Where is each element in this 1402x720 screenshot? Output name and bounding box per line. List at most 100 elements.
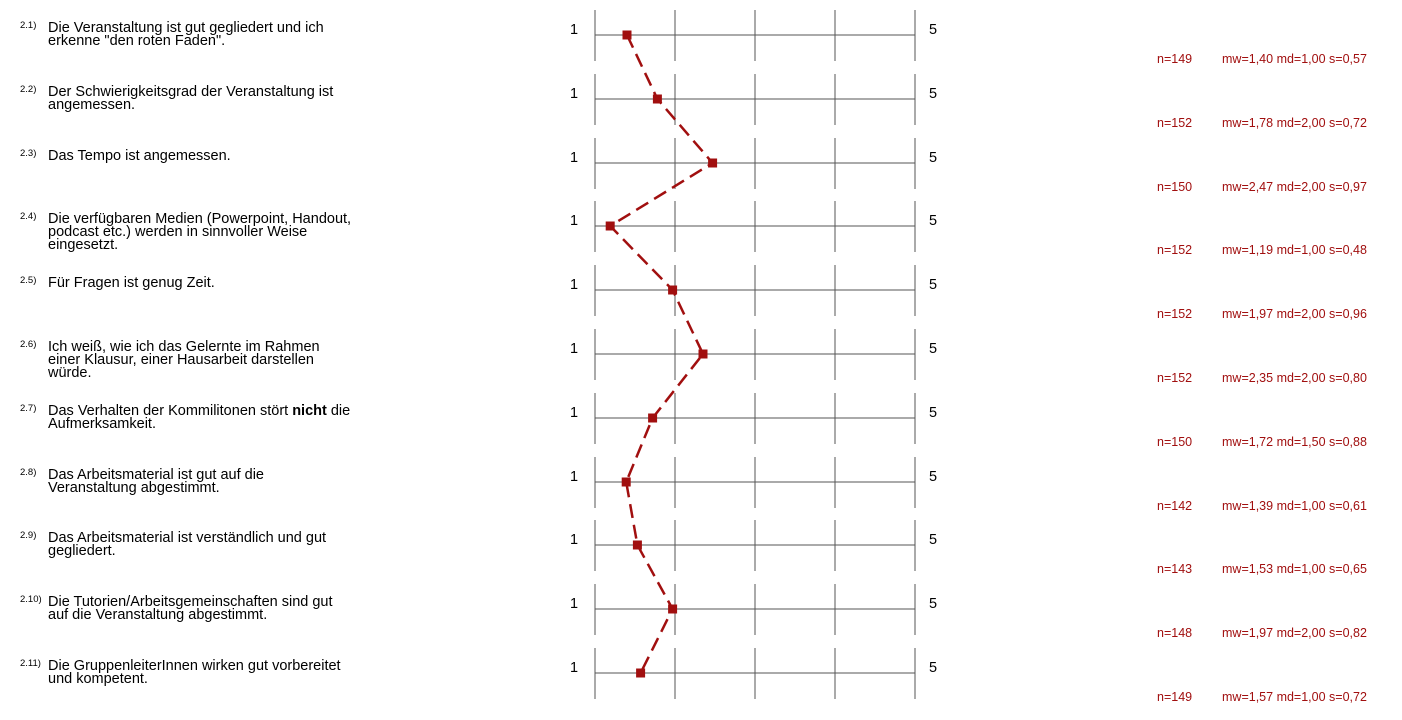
stat-n: n=149 <box>1157 52 1193 66</box>
item-stats: n=152 mw=2,35 md=2,00 s=0,80 <box>1157 371 1367 385</box>
question-line: Das Arbeitsmaterial ist verständlich und… <box>48 530 327 546</box>
item-stats: n=148 mw=1,97 md=2,00 s=0,82 <box>1157 626 1367 640</box>
question-text: Die GruppenleiterInnen wirken gut vorber… <box>48 658 448 687</box>
question-text: Die Veranstaltung ist gut gegliedert und… <box>48 20 448 49</box>
scale-high-label: 5 <box>929 277 938 293</box>
question-number: 2.3) <box>20 148 37 159</box>
question-segment: die <box>326 403 351 419</box>
question-number: 2.6) <box>20 339 37 350</box>
question-number: 2.2) <box>20 84 37 95</box>
question-text: Das Tempo ist angemessen. <box>48 148 448 164</box>
question-emphasis: nicht <box>292 403 327 419</box>
question-line: angemessen. <box>48 97 136 113</box>
item-stats: n=143 mw=1,53 md=1,00 s=0,65 <box>1157 562 1367 576</box>
stat-md: md=1,00 <box>1276 499 1326 513</box>
stat-mw: mw=2,35 <box>1222 371 1274 385</box>
question-number: 2.11) <box>20 658 41 669</box>
stat-s: s=0,82 <box>1329 626 1367 640</box>
scale-high-label: 5 <box>929 660 938 676</box>
question-item: 2.2) Der Schwierigkeitsgrad der Veranstal… <box>0 84 1402 146</box>
scale-low-label: 1 <box>570 341 579 357</box>
question-number: 2.7) <box>20 403 37 414</box>
stat-n: n=143 <box>1157 562 1193 576</box>
question-line: einer Klausur, einer Hausarbeit darstell… <box>48 352 314 368</box>
question-text: Für Fragen ist genug Zeit. <box>48 275 448 291</box>
question-line: Die Veranstaltung ist gut gegliedert und… <box>48 20 324 36</box>
stat-n: n=150 <box>1157 180 1193 194</box>
mean-marker <box>622 30 632 40</box>
question-number: 2.9) <box>20 530 37 541</box>
question-line: Für Fragen ist genug Zeit. <box>48 275 215 291</box>
stat-s: s=0,96 <box>1329 307 1367 321</box>
mean-marker <box>621 477 631 487</box>
question-item: 2.8) Das Arbeitsmaterial ist gut auf die V… <box>0 467 1402 529</box>
scale-high-label: 5 <box>929 86 938 102</box>
item-stats: n=152 mw=1,78 md=2,00 s=0,72 <box>1157 116 1367 130</box>
question-text: Die Tutorien/Arbeitsgemeinschaften sind … <box>48 594 448 623</box>
stat-mw: mw=1,97 <box>1222 307 1274 321</box>
stat-n: n=148 <box>1157 626 1193 640</box>
item-stats: n=150 mw=1,72 md=1,50 s=0,88 <box>1157 435 1367 449</box>
question-line: Der Schwierigkeitsgrad der Veranstaltung… <box>48 84 334 100</box>
scale-high-label: 5 <box>929 213 938 229</box>
stat-n: n=152 <box>1157 116 1193 130</box>
scale-low-label: 1 <box>570 660 579 676</box>
profile-line <box>608 34 715 674</box>
stat-s: s=0,97 <box>1329 180 1367 194</box>
question-line: Ich weiß, wie ich das Gelernte im Rahmen <box>48 339 320 355</box>
item-stats: n=149 mw=1,40 md=1,00 s=0,57 <box>1157 52 1367 66</box>
stat-md: md=2,00 <box>1276 180 1326 194</box>
item-stats: n=152 mw=1,97 md=2,00 s=0,96 <box>1157 307 1367 321</box>
scale-low-label: 1 <box>570 596 579 612</box>
scale-high-label: 5 <box>929 341 938 357</box>
scale-low-label: 1 <box>570 213 579 229</box>
question-line: und kompetent. <box>48 671 148 687</box>
stat-mw: mw=1,40 <box>1222 52 1274 66</box>
question-line: Das Tempo ist angemessen. <box>48 148 231 164</box>
stat-s: s=0,72 <box>1329 116 1367 130</box>
item-stats: n=142 mw=1,39 md=1,00 s=0,61 <box>1157 499 1367 513</box>
scale-high-label: 5 <box>929 532 938 548</box>
stat-n: n=152 <box>1157 243 1193 257</box>
question-line: gegliedert. <box>48 543 116 559</box>
scale-high-label: 5 <box>929 596 938 612</box>
scale-high-label: 5 <box>929 22 938 38</box>
stat-mw: mw=1,72 <box>1222 435 1274 449</box>
stat-mw: mw=1,19 <box>1222 243 1274 257</box>
scale-low-label: 1 <box>570 405 579 421</box>
scale-high-label: 5 <box>929 469 938 485</box>
stat-md: md=1,50 <box>1276 435 1326 449</box>
stat-mw: mw=2,47 <box>1222 180 1274 194</box>
mean-marker <box>632 540 642 550</box>
mean-marker <box>698 349 708 359</box>
scale-low-label: 1 <box>570 150 579 166</box>
question-line: Die verfügbaren Medien (Powerpoint, Hand… <box>48 211 352 227</box>
question-number: 2.5) <box>20 275 37 286</box>
mean-marker <box>636 668 646 678</box>
question-line: erkenne "den roten Faden". <box>48 33 226 49</box>
question-line: podcast etc.) werden in sinnvoller Weise <box>48 224 308 240</box>
mean-marker <box>668 285 678 295</box>
scale-low-label: 1 <box>570 469 579 485</box>
question-item: 2.6) Ich weiß, wie ich das Gelernte im Ra… <box>0 339 1402 401</box>
question-line: Die GruppenleiterInnen wirken gut vorber… <box>48 658 341 674</box>
stat-mw: mw=1,39 <box>1222 499 1274 513</box>
question-line: Die Tutorien/Arbeitsgemeinschaften sind … <box>48 594 333 610</box>
stat-s: s=0,80 <box>1329 371 1367 385</box>
stat-md: md=1,00 <box>1276 52 1326 66</box>
question-text: Ich weiß, wie ich das Gelernte im Rahmen… <box>48 339 448 381</box>
question-number: 2.8) <box>20 467 37 478</box>
mean-marker <box>652 94 662 104</box>
stat-n: n=150 <box>1157 435 1193 449</box>
question-number: 2.4) <box>20 211 37 222</box>
stat-s: s=0,65 <box>1329 562 1367 576</box>
question-segment: Das Verhalten der Kommilitonen stört <box>48 403 293 419</box>
stat-md: md=2,00 <box>1276 307 1326 321</box>
stat-md: md=2,00 <box>1276 371 1326 385</box>
mean-marker <box>648 413 658 423</box>
stat-mw: mw=1,78 <box>1222 116 1274 130</box>
stat-s: s=0,48 <box>1329 243 1367 257</box>
stat-n: n=152 <box>1157 371 1193 385</box>
scale-low-label: 1 <box>570 532 579 548</box>
question-item: 2.1) Die Veranstaltung ist gut gegliedert… <box>0 20 1402 82</box>
